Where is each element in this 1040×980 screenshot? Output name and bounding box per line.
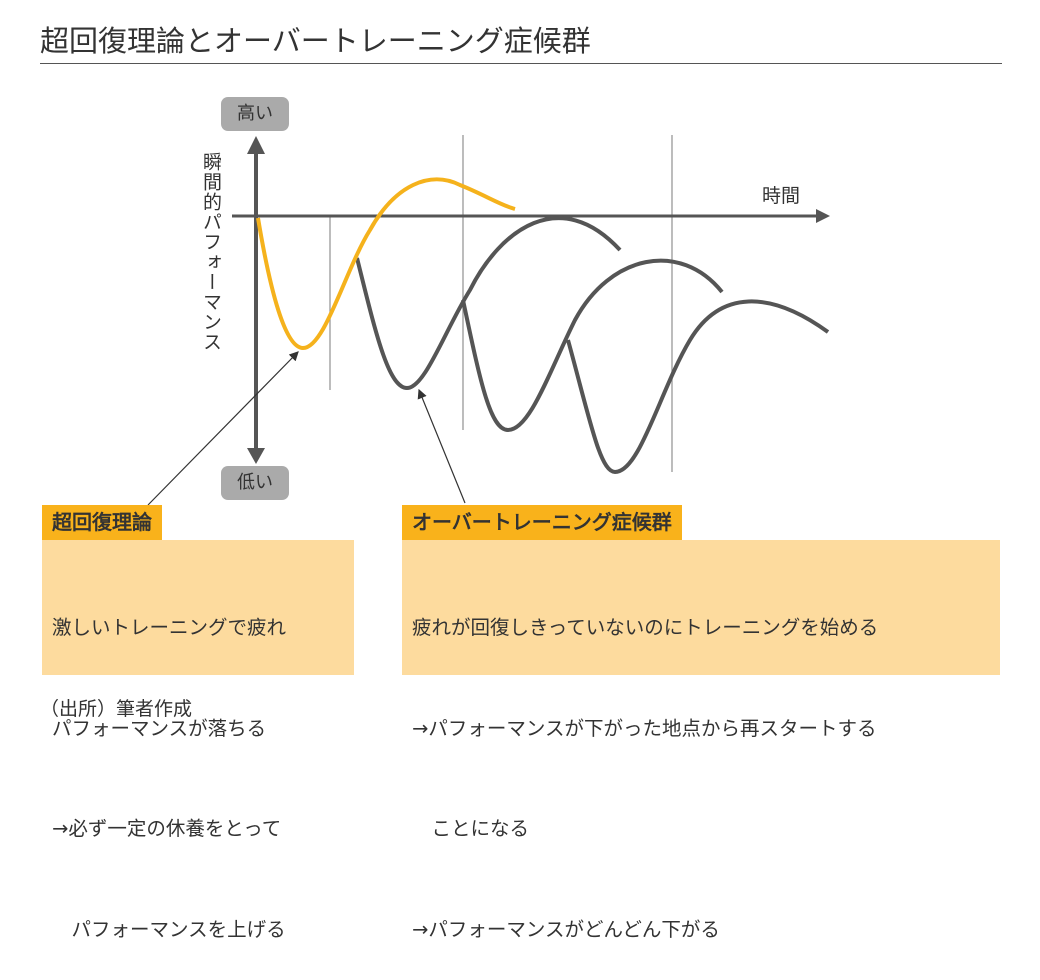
supercompensation-header: 超回復理論 xyxy=(42,505,162,540)
supercompensation-curve xyxy=(256,177,516,351)
overtraining-box: 疲れが回復しきっていないのにトレーニングを始める →パフォーマンスが下がった地点… xyxy=(402,540,1000,941)
overtraining-curve-3 xyxy=(566,299,830,475)
overtraining-curve-2 xyxy=(461,258,724,433)
y-axis-label: 瞬間的パフォーマンス xyxy=(200,152,222,352)
page-title: 超回復理論とオーバートレーニング症候群 xyxy=(40,24,591,58)
overtraining-line: 疲れが回復しきっていないのにトレーニングを始める xyxy=(412,616,879,639)
supercompensation-line: パフォーマンスが落ちる xyxy=(52,716,267,740)
x-axis-label: 時間 xyxy=(762,185,801,207)
x-axis-arrow-icon xyxy=(816,209,830,223)
source-note: （出所）筆者作成 xyxy=(40,698,193,720)
performance-diagram xyxy=(147,135,830,506)
title-divider xyxy=(40,63,1002,64)
supercompensation-line: 激しいトレーニングで疲れ xyxy=(52,616,287,639)
y-axis-arrow-up-icon xyxy=(247,136,265,154)
supercompensation-box: 激しいトレーニングで疲れ パフォーマンスが落ちる →必ず一定の休養をとって パフ… xyxy=(42,540,354,941)
overtraining-line: →パフォーマンスがどんどん下がる xyxy=(412,917,720,941)
overtraining-line: ことになる xyxy=(412,817,530,840)
supercompensation-line: パフォーマンスを上げる xyxy=(52,917,286,941)
overtraining-line: →パフォーマンスが下がった地点から再スタートする xyxy=(412,716,877,740)
overtraining-header: オーバートレーニング症候群 xyxy=(402,505,682,540)
y-low-label: 低い xyxy=(221,466,289,500)
y-axis-arrow-down-icon xyxy=(247,448,265,464)
overtraining-curve-1 xyxy=(355,216,622,391)
supercompensation-pointer xyxy=(147,351,299,506)
supercompensation-line: →必ず一定の休養をとって xyxy=(52,817,282,840)
overtraining-pointer xyxy=(417,388,466,504)
y-high-label: 高い xyxy=(221,97,289,131)
